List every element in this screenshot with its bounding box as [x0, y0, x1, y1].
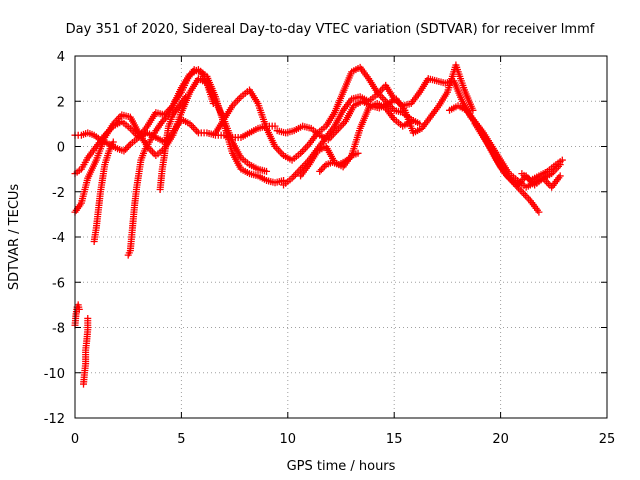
data-points [71, 61, 566, 388]
x-tick-label: 5 [177, 432, 185, 447]
data-point [182, 93, 190, 101]
x-tick-label: 0 [71, 432, 79, 447]
y-tick-label: -12 [44, 412, 65, 427]
data-point [556, 172, 564, 180]
y-tick-label: 4 [57, 50, 65, 65]
y-tick-label: -2 [52, 186, 65, 201]
data-point [209, 100, 217, 108]
x-tick-label: 20 [492, 432, 509, 447]
y-tick-label: -8 [52, 322, 65, 337]
data-point [354, 149, 362, 157]
data-point [535, 208, 543, 216]
chart-title: Day 351 of 2020, Sidereal Day-to-day VTE… [66, 22, 595, 37]
x-tick-label: 15 [386, 432, 403, 447]
axis-ticks: 0 5 10 15 20 25 -12 -10 -8 -6 -4 -2 0 2 4 [44, 50, 616, 447]
data-point [558, 156, 566, 164]
data-point [469, 106, 477, 114]
x-tick-label: 25 [599, 432, 616, 447]
data-point [407, 118, 415, 126]
y-tick-label: 0 [57, 141, 65, 156]
y-axis-label: SDTVAR / TECUs [7, 184, 22, 291]
x-tick-label: 10 [280, 432, 297, 447]
data-point [84, 314, 92, 322]
data-point [109, 138, 117, 146]
data-point [263, 167, 271, 175]
y-tick-label: -10 [44, 367, 65, 382]
x-axis-label: GPS time / hours [287, 459, 396, 474]
data-point [75, 305, 83, 313]
y-tick-label: 2 [57, 95, 65, 110]
y-tick-label: -6 [52, 276, 65, 291]
y-tick-label: -4 [52, 231, 65, 246]
data-point [271, 122, 279, 130]
